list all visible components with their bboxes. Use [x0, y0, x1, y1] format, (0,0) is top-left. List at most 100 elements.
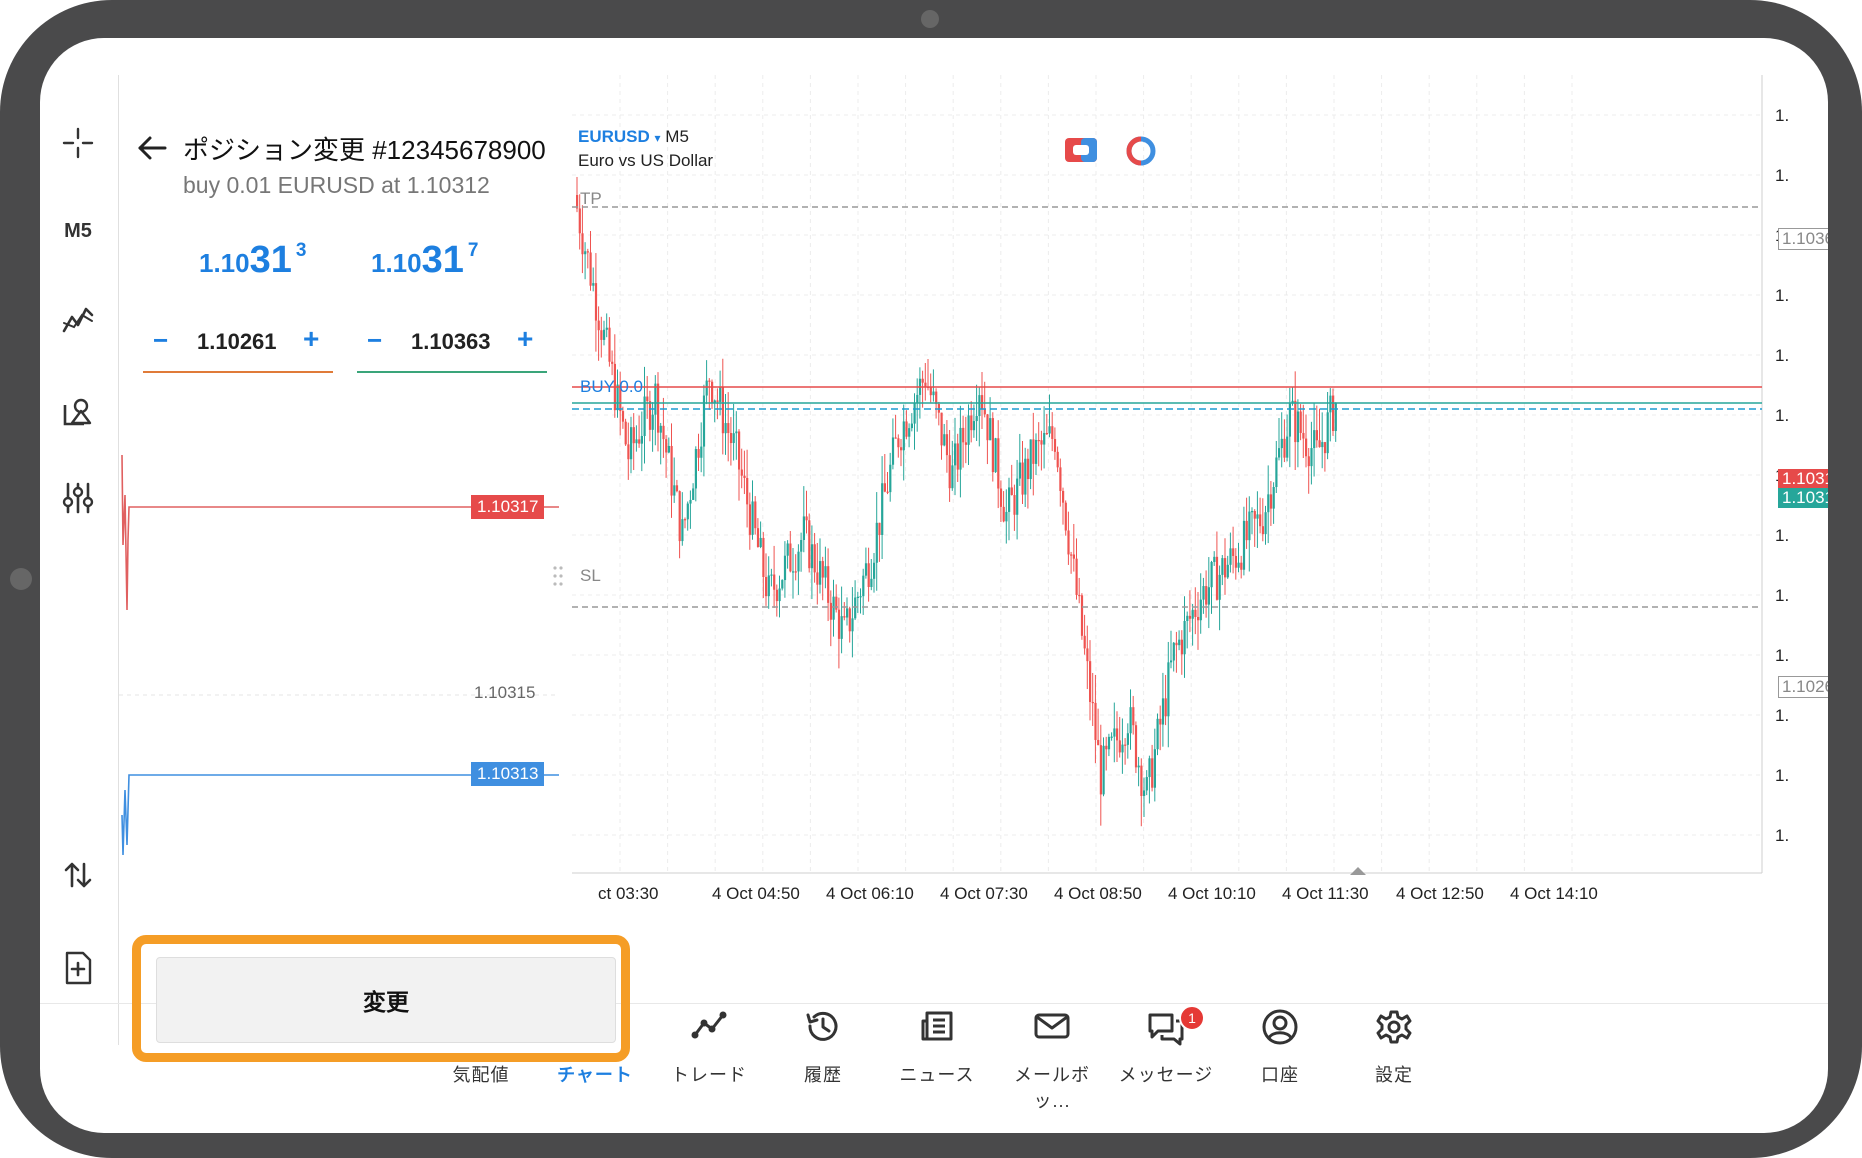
candle-body — [1151, 758, 1154, 788]
candle-body — [1256, 514, 1259, 519]
settings-sliders-icon[interactable] — [48, 473, 108, 523]
objects-icon[interactable] — [48, 386, 108, 436]
candle-body — [1194, 609, 1197, 617]
candle-body — [1164, 698, 1167, 717]
price-axis-label: 1.10340 — [1775, 286, 1788, 305]
candle-body — [1294, 400, 1297, 443]
sl-minus-button[interactable]: − — [153, 325, 169, 355]
candle-body — [1089, 661, 1092, 702]
sl-plus-button[interactable]: + — [303, 323, 320, 354]
candle-body — [673, 485, 676, 496]
nav-settings[interactable]: 設定 — [1339, 1009, 1449, 1089]
tick-mid-label: 1.10315 — [474, 683, 536, 702]
candle-body — [1296, 411, 1300, 443]
candle-body — [997, 438, 1000, 489]
candle-body — [711, 381, 714, 404]
candle-body — [1143, 790, 1146, 796]
candle-body — [940, 412, 943, 446]
nav-account[interactable]: 口座 — [1225, 1009, 1335, 1089]
candle-body — [1280, 438, 1283, 449]
candle-body — [959, 427, 962, 470]
candle-body — [986, 414, 989, 441]
candle-body — [1026, 458, 1030, 480]
candle-body — [667, 445, 670, 453]
candle-body — [1229, 548, 1232, 565]
trade-arrows-icon[interactable] — [48, 850, 108, 900]
crosshair-icon[interactable] — [48, 118, 108, 168]
modify-button[interactable]: 変更 — [156, 957, 616, 1043]
candle-body — [1116, 728, 1119, 741]
mail-icon — [1034, 1013, 1070, 1039]
candle-body — [894, 437, 897, 439]
candle-body — [1167, 662, 1170, 717]
nav-trade-label: トレード — [671, 1065, 747, 1085]
candle-body — [738, 431, 741, 470]
candle-body — [970, 415, 973, 431]
symbol-dropdown-icon[interactable]: ▾ — [654, 131, 661, 145]
nav-mailbox[interactable]: メールボッ... — [997, 1009, 1107, 1111]
candle-body — [746, 477, 749, 505]
back-arrow-icon[interactable] — [135, 131, 169, 165]
candle-body — [1305, 438, 1308, 457]
price-chart[interactable]: 1.103851.103701.103551.103401.103251.103… — [572, 75, 1828, 1010]
price-axis-label: 1.10205 — [1775, 826, 1788, 845]
candle-body — [1334, 402, 1337, 432]
ask-price: 1.1031 7 — [371, 239, 479, 281]
candle-body — [748, 504, 751, 535]
new-order-icon[interactable] — [48, 943, 108, 993]
candle-body — [1075, 558, 1078, 595]
candle-body — [862, 575, 865, 597]
candle-body — [1156, 718, 1159, 750]
candle-body — [951, 465, 954, 489]
candle-body — [824, 566, 827, 578]
candle-body — [921, 378, 924, 383]
candle-body — [578, 208, 581, 234]
ask-tick-tag: 1.10317 — [471, 495, 545, 519]
candle-body — [654, 383, 657, 415]
candle-body — [781, 580, 784, 589]
one-click-trading-icon[interactable] — [1064, 137, 1098, 168]
candle-body — [1045, 432, 1048, 435]
candle-body — [1148, 758, 1151, 778]
chart-symbol-row[interactable]: EURUSD ▾ M5 — [578, 127, 689, 147]
nav-trade[interactable]: トレード — [654, 1009, 764, 1089]
price-axis-label: 1.10385 — [1775, 106, 1788, 125]
candle-body — [1072, 554, 1075, 559]
indicators-icon[interactable] — [48, 294, 108, 344]
signal-icon[interactable] — [1125, 135, 1157, 172]
candle-body — [1062, 490, 1065, 503]
resize-handle[interactable] — [553, 565, 563, 587]
tp-plus-button[interactable]: + — [517, 323, 534, 354]
candle-body — [1286, 436, 1289, 458]
candle-body — [837, 609, 841, 639]
chart-symbol[interactable]: EURUSD — [578, 127, 650, 146]
tp-minus-button[interactable]: − — [367, 325, 383, 355]
candle-body — [1126, 733, 1129, 745]
candle-body — [1253, 511, 1256, 519]
buy-position-label: BUY 0.0 — [580, 377, 644, 396]
chart-description: Euro vs US Dollar — [578, 151, 714, 170]
candle-body — [864, 563, 868, 576]
sl-value-input[interactable]: 1.10261 — [197, 329, 277, 354]
nav-messages[interactable]: 1 メッセージ — [1111, 1005, 1221, 1089]
candle-body — [1221, 558, 1224, 575]
position-modify-panel: ポジション変更 #12345678900 buy 0.01 EURUSD at … — [118, 75, 573, 1045]
timeframe-button[interactable]: M5 — [48, 206, 108, 256]
nav-history[interactable]: 履歴 — [768, 1009, 878, 1089]
candle-body — [843, 616, 846, 618]
candle-body — [883, 483, 886, 492]
nav-news[interactable]: ニュース — [882, 1009, 992, 1089]
candle-body — [1183, 620, 1186, 655]
candle-body — [943, 434, 946, 446]
candle-body — [1251, 511, 1254, 513]
price-axis-label: 1.10310 — [1775, 406, 1788, 425]
chart-timeframe: M5 — [665, 127, 689, 146]
candle-body — [1264, 512, 1267, 535]
candle-body — [1134, 725, 1138, 768]
candle-body — [1318, 440, 1321, 448]
nav-messages-label: メッセージ — [1118, 1065, 1214, 1085]
nav-news-label: ニュース — [899, 1065, 975, 1085]
tp-value-input[interactable]: 1.10363 — [411, 329, 491, 354]
candle-body — [859, 596, 862, 598]
candle-body — [1278, 448, 1281, 458]
